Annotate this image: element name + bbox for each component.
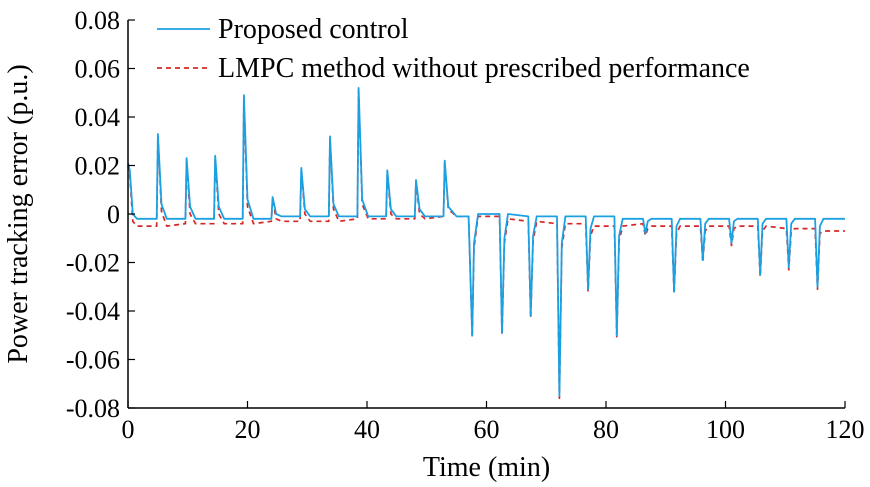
y-tick-label: -0.04 [66, 297, 120, 326]
legend-label-proposed-control: Proposed control [218, 14, 409, 45]
x-tick-label: 100 [706, 415, 745, 444]
y-tick-label: 0.06 [75, 55, 121, 84]
x-tick-label: 20 [235, 415, 261, 444]
x-tick-label: 120 [826, 415, 865, 444]
x-axis-label: Time (min) [423, 452, 550, 483]
series-line-proposed-control [127, 87, 845, 397]
legend: Proposed control LMPC method without pre… [157, 14, 750, 84]
series-line-lmpc [127, 89, 845, 400]
y-tick-label: -0.06 [66, 346, 120, 375]
y-tick-label: -0.02 [66, 249, 120, 278]
y-axis-label: Power tracking error (p.u.) [3, 64, 34, 363]
y-tick-label: 0.04 [75, 103, 121, 132]
y-tick-label: 0.08 [75, 6, 121, 35]
y-tick-label: -0.08 [66, 394, 120, 423]
series-layer [127, 87, 845, 400]
x-tick-label: 0 [122, 415, 135, 444]
x-tick-label: 40 [354, 415, 380, 444]
y-tick-label: 0.02 [75, 152, 121, 181]
x-tick-label: 60 [474, 415, 500, 444]
x-tick-label: 80 [593, 415, 619, 444]
legend-label-lmpc: LMPC method without prescribed performan… [218, 53, 750, 84]
axes-layer: 0.080.060.040.020-0.02-0.04-0.06-0.080 20… [66, 6, 865, 444]
y-tick-label: 0 [107, 200, 120, 229]
